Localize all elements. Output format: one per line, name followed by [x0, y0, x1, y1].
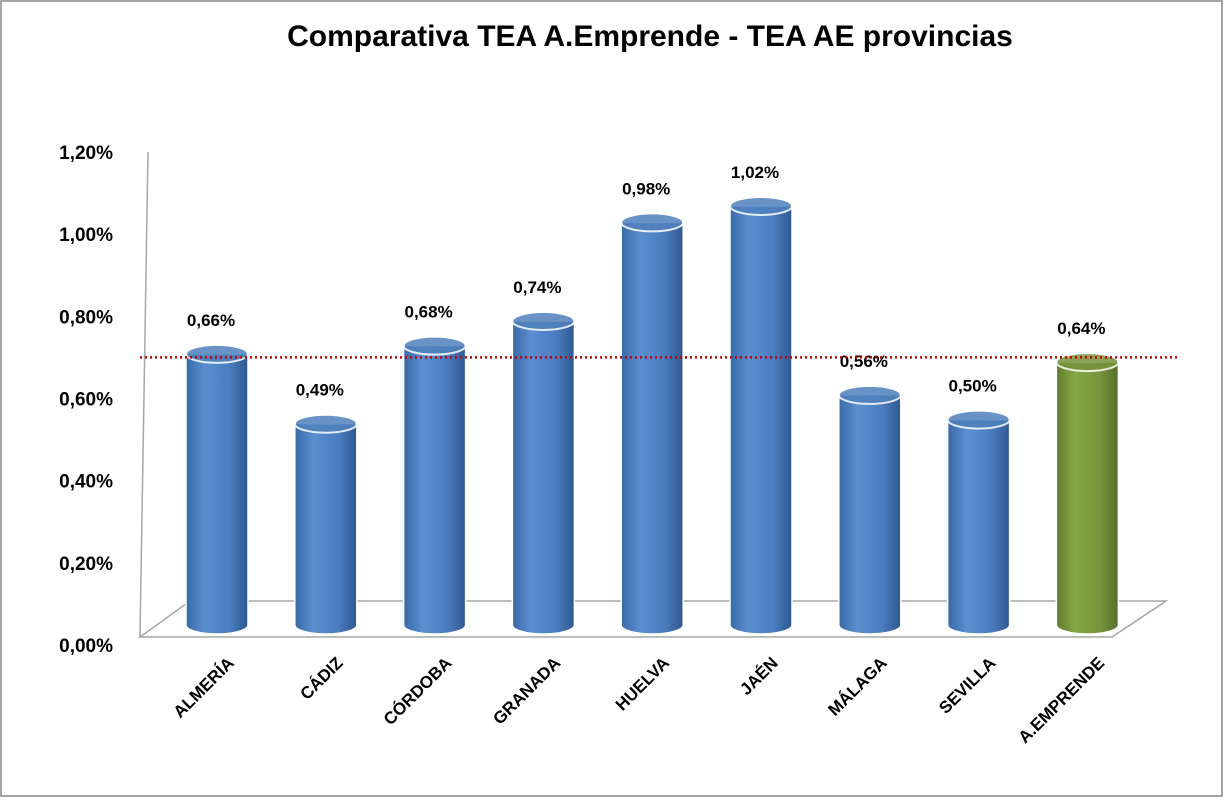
bar [838, 394, 902, 635]
y-axis [139, 151, 149, 638]
y-tick-label: 0,00% [59, 636, 113, 657]
bar-top [946, 409, 1011, 430]
y-tick-label: 0,20% [59, 554, 113, 575]
value-label: 0,64% [1057, 319, 1105, 338]
bar-top [1055, 352, 1120, 373]
y-tick-label: 0,80% [59, 307, 113, 328]
bar-top [402, 335, 467, 356]
bar [402, 344, 467, 635]
bar-top [511, 310, 576, 331]
chart-title: Comparativa TEA A.Emprende - TEA AE prov… [287, 20, 1013, 53]
value-label: 0,68% [404, 303, 452, 322]
bar [946, 418, 1011, 635]
value-label: 0,49% [296, 381, 344, 400]
bar [620, 221, 684, 635]
y-tick-label: 1,00% [59, 225, 113, 246]
value-label: 0,98% [622, 179, 670, 198]
value-label: 0,66% [187, 311, 235, 330]
value-label: 0,74% [513, 278, 561, 297]
bar [511, 320, 576, 635]
bar-top [620, 212, 685, 233]
bar [294, 422, 358, 635]
bar-top [185, 343, 249, 364]
value-label: 1,02% [731, 163, 779, 182]
value-label: 0,56% [840, 352, 888, 371]
bar [1055, 361, 1120, 635]
y-tick-label: 1,20% [59, 143, 113, 164]
value-label: 0,50% [948, 377, 996, 396]
bar [185, 353, 249, 635]
bar-top [293, 413, 358, 434]
bar-top [837, 384, 902, 405]
y-tick-label: 0,60% [59, 390, 113, 411]
bar [729, 205, 793, 635]
y-tick-label: 0,40% [59, 472, 113, 493]
bar-top [729, 195, 793, 216]
